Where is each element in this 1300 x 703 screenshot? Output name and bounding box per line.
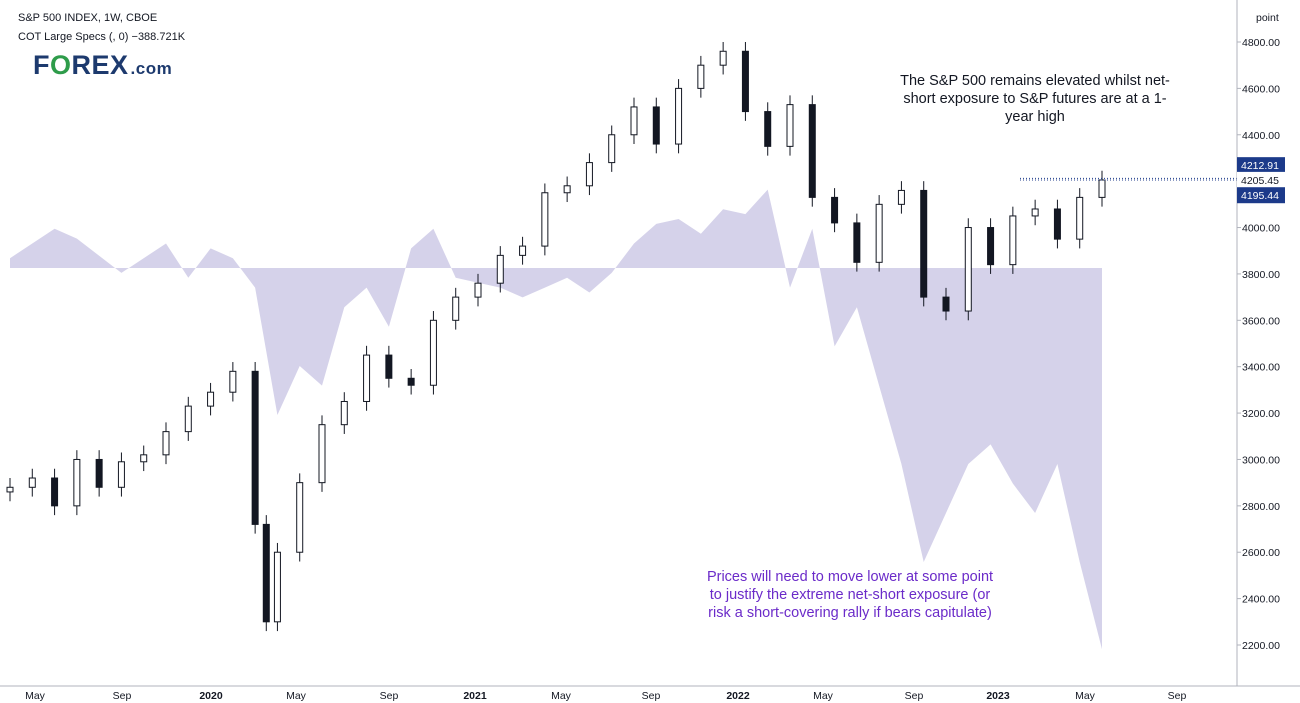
price-candle-body [697, 64, 705, 89]
price-candle-body [262, 523, 270, 623]
price-candle-body [273, 551, 281, 623]
y-tick-label: 3000.00 [1242, 454, 1280, 466]
price-candle-body [340, 400, 348, 426]
y-tick-label: 2600.00 [1242, 547, 1280, 559]
indicator-value: −388.721K [131, 31, 186, 43]
price-badge-high [1237, 157, 1285, 174]
y-tick-label: 3600.00 [1242, 315, 1280, 327]
price-candle-body [1031, 208, 1039, 217]
price-candle-body [6, 486, 14, 493]
y-axis-unit: point [1256, 12, 1279, 24]
price-candle-body [719, 50, 727, 66]
price-candle-body [496, 254, 504, 284]
x-tick-label: May [25, 690, 46, 702]
x-tick-label: 2023 [986, 690, 1010, 702]
price-candle-body [630, 106, 638, 136]
x-tick-label: May [551, 690, 572, 702]
y-tick-label: 2400.00 [1242, 594, 1280, 606]
price-candle-body [184, 405, 192, 433]
indicator-legend: COT Large Specs (, 0) −388.721K [18, 31, 185, 43]
price-candle-body [452, 296, 460, 321]
price-label-high: 4212.91 [1241, 160, 1279, 172]
price-candle-body [563, 185, 571, 194]
y-tick-label: 3200.00 [1242, 408, 1280, 420]
price-candle-body [95, 458, 103, 488]
price-candle-body [585, 162, 593, 187]
price-candle-body [1076, 196, 1084, 240]
cot-large-specs-area [10, 189, 1102, 650]
price-candle-body [429, 319, 437, 386]
price-candle-body [51, 477, 59, 507]
price-candle-body [541, 192, 549, 247]
forex-logo: FOREX .com [33, 50, 173, 80]
price-candle-body [140, 454, 148, 463]
price-candle-body [117, 461, 125, 488]
price-candle-body [28, 477, 36, 488]
price-label-low: 4195.44 [1241, 190, 1279, 202]
y-tick-label: 4400.00 [1242, 130, 1280, 142]
price-candle-body [207, 391, 215, 407]
price-candle-body [897, 189, 905, 205]
price-candle-body [407, 377, 415, 386]
x-tick-label: 2022 [726, 690, 750, 702]
price-candle-body [786, 104, 794, 147]
price-candle-body [363, 354, 371, 402]
price-candle-body [296, 482, 304, 553]
price-candle-body [385, 354, 393, 379]
x-tick-label: Sep [113, 690, 132, 702]
price-candle-body [519, 245, 527, 256]
price-badge-low [1237, 187, 1285, 204]
price-candle-body [675, 87, 683, 145]
chart-title: S&P 500 INDEX, 1W, CBOE [18, 12, 158, 24]
price-candle-body [652, 106, 660, 145]
price-candle-body [608, 134, 616, 164]
y-tick-label: 3800.00 [1242, 269, 1280, 281]
y-tick-label: 2800.00 [1242, 501, 1280, 513]
y-tick-label: 4800.00 [1242, 37, 1280, 49]
x-tick-label: May [1075, 690, 1096, 702]
x-tick-label: May [813, 690, 834, 702]
x-tick-label: Sep [642, 690, 661, 702]
annotation-bottom: Prices will need to move lower at some p… [706, 569, 994, 621]
price-candle-body [741, 50, 749, 113]
annotation-top-right: The S&P 500 remains elevated whilst net-… [900, 73, 1170, 125]
y-tick-label: 3400.00 [1242, 362, 1280, 374]
x-tick-label: Sep [1168, 690, 1187, 702]
price-candle-body [942, 296, 950, 312]
price-candle-body [875, 203, 883, 263]
y-tick-label: 2200.00 [1242, 640, 1280, 652]
price-candle-body [162, 431, 170, 456]
indicator-label: COT Large Specs (, 0) [18, 31, 129, 43]
price-label-last: 4205.45 [1241, 175, 1279, 187]
price-candle-body [318, 424, 326, 484]
price-candle-body [1053, 208, 1061, 240]
x-tick-label: Sep [905, 690, 924, 702]
price-candle-body [251, 370, 259, 525]
price-candle-body [808, 104, 816, 198]
x-tick-label: 2021 [463, 690, 487, 702]
price-candle-body [1098, 179, 1106, 198]
price-candle-body [764, 111, 772, 147]
x-tick-label: 2020 [199, 690, 223, 702]
price-candle-body [1009, 215, 1017, 266]
price-candle-body [987, 227, 995, 266]
x-tick-label: May [286, 690, 307, 702]
price-candle-body [920, 189, 928, 298]
price-candle-body [474, 282, 482, 298]
y-tick-label: 4600.00 [1242, 83, 1280, 95]
y-tick-label: 4000.00 [1242, 223, 1280, 235]
price-candle-body [229, 370, 237, 393]
price-candle-body [964, 227, 972, 312]
price-candle-body [853, 222, 861, 263]
price-candle-body [73, 458, 81, 507]
x-tick-label: Sep [380, 690, 399, 702]
price-candle-body [831, 196, 839, 224]
price-badge-last [1237, 171, 1285, 188]
